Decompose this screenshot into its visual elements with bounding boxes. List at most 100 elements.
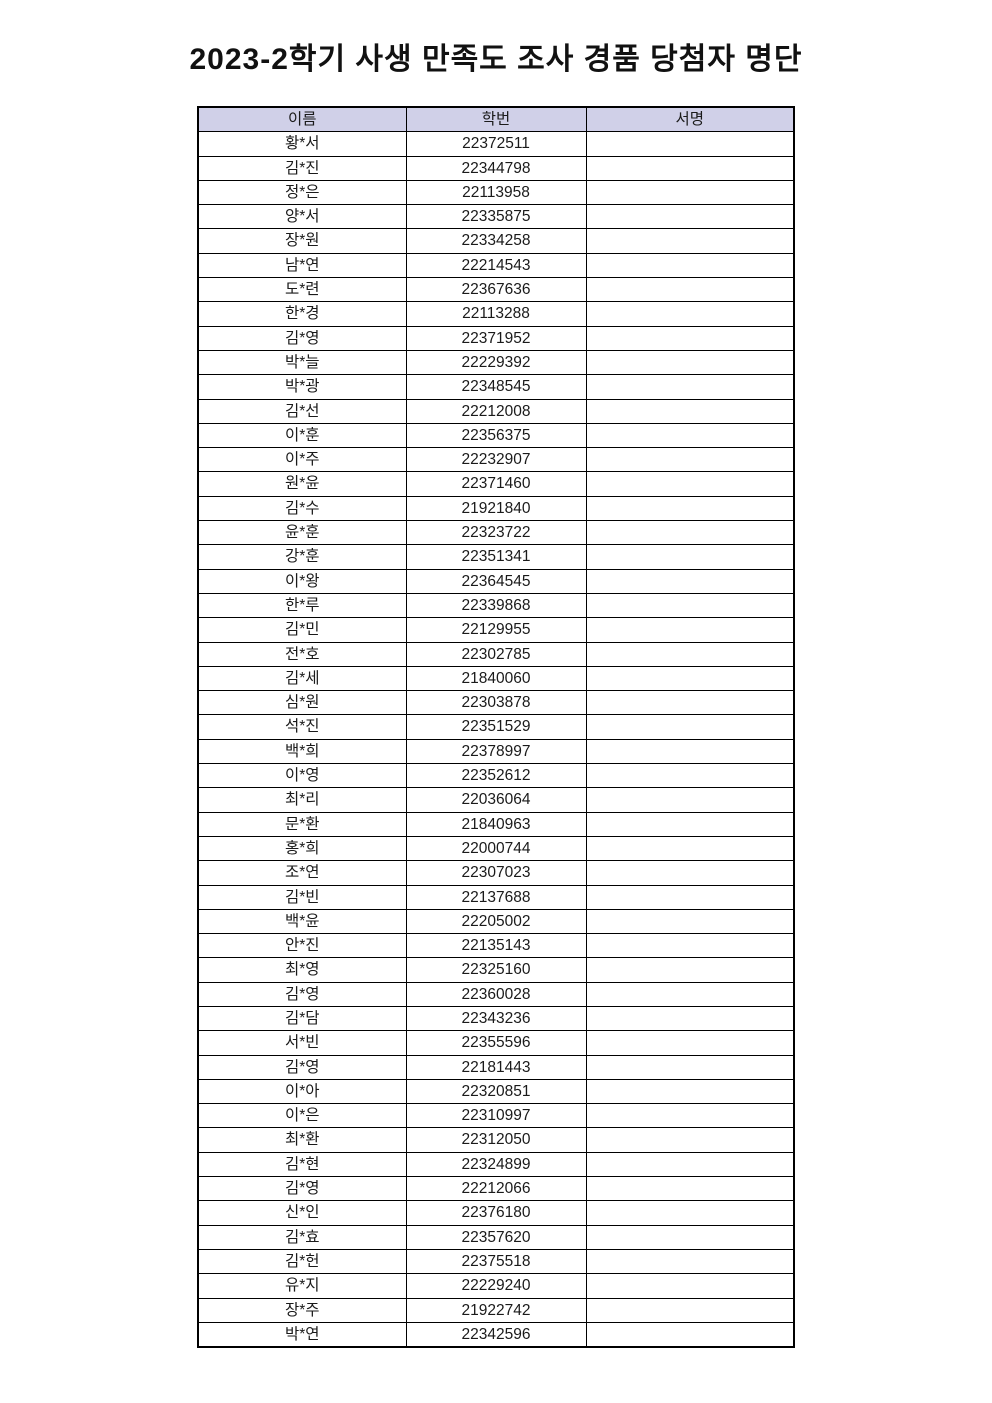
winners-table: 이름 학번 서명 황*서 22372511 김*진 22344798 정*은 221139… xyxy=(197,106,795,1349)
table-row: 김*헌 22375518 xyxy=(197,1248,795,1275)
signature-cell xyxy=(585,933,795,959)
signature-cell xyxy=(585,641,795,667)
table-row: 김*선 22212008 xyxy=(197,398,795,424)
student-id-cell: 22351341 xyxy=(405,544,587,570)
student-id-cell: 22307023 xyxy=(405,860,587,886)
student-id-cell: 22371952 xyxy=(405,325,587,351)
table-row: 조*연 22307023 xyxy=(197,860,795,886)
student-id-cell: 22367636 xyxy=(405,277,587,303)
name-cell: 한*경 xyxy=(197,301,407,327)
table-row: 황*서 22372511 xyxy=(197,131,795,157)
student-id-cell: 22303878 xyxy=(405,690,587,716)
table-row: 윤*훈 22323722 xyxy=(197,520,795,546)
student-id-cell: 22113288 xyxy=(405,301,587,327)
name-cell: 이*아 xyxy=(197,1078,407,1105)
name-cell: 남*연 xyxy=(197,252,407,279)
table-row: 최*리 22036064 xyxy=(197,787,795,813)
student-id-cell: 22310997 xyxy=(405,1103,587,1129)
name-cell: 김*효 xyxy=(197,1224,407,1250)
name-cell: 장*원 xyxy=(197,228,407,254)
student-id-cell: 22339868 xyxy=(405,592,587,619)
signature-cell xyxy=(585,1224,795,1250)
signature-cell xyxy=(585,617,795,643)
signature-cell xyxy=(585,860,795,886)
header-cell-signature: 서명 xyxy=(585,106,795,133)
name-cell: 이*은 xyxy=(197,1103,407,1129)
signature-cell xyxy=(585,884,795,910)
signature-cell xyxy=(585,957,795,983)
student-id-cell: 22302785 xyxy=(405,641,587,667)
signature-cell xyxy=(585,447,795,473)
student-id-cell: 22371460 xyxy=(405,471,587,497)
signature-cell xyxy=(585,738,795,765)
table-row: 김*영 22212066 xyxy=(197,1176,795,1202)
student-id-cell: 22357620 xyxy=(405,1224,587,1250)
name-cell: 정*은 xyxy=(197,179,407,206)
table-row: 김*담 22343236 xyxy=(197,1005,795,1032)
table-row: 문*환 21840963 xyxy=(197,811,795,837)
table-row: 박*늘 22229392 xyxy=(197,349,795,376)
student-id-cell: 22356375 xyxy=(405,422,587,449)
table-row: 석*진 22351529 xyxy=(197,714,795,740)
student-id-cell: 22378997 xyxy=(405,738,587,765)
table-row: 김*영 22371952 xyxy=(197,325,795,351)
table-row: 박*연 22342596 xyxy=(197,1321,795,1348)
name-cell: 이*영 xyxy=(197,763,407,789)
name-cell: 박*광 xyxy=(197,374,407,400)
signature-cell xyxy=(585,544,795,570)
signature-cell xyxy=(585,981,795,1007)
table-row: 이*은 22310997 xyxy=(197,1103,795,1129)
student-id-cell: 22372511 xyxy=(405,131,587,157)
signature-cell xyxy=(585,1200,795,1226)
signature-cell xyxy=(585,1176,795,1202)
signature-cell xyxy=(585,471,795,497)
student-id-cell: 22351529 xyxy=(405,714,587,740)
signature-cell xyxy=(585,204,795,230)
signature-cell xyxy=(585,665,795,692)
table-row: 박*광 22348545 xyxy=(197,374,795,400)
signature-cell xyxy=(585,301,795,327)
name-cell: 석*진 xyxy=(197,714,407,740)
table-row: 한*루 22339868 xyxy=(197,592,795,619)
name-cell: 김*빈 xyxy=(197,884,407,910)
name-cell: 장*주 xyxy=(197,1297,407,1323)
header-cell-name: 이름 xyxy=(197,106,407,133)
name-cell: 김*영 xyxy=(197,1054,407,1080)
name-cell: 김*세 xyxy=(197,665,407,692)
signature-cell xyxy=(585,908,795,935)
signature-cell xyxy=(585,1321,795,1348)
table-row: 백*윤 22205002 xyxy=(197,908,795,935)
signature-cell xyxy=(585,714,795,740)
name-cell: 김*선 xyxy=(197,398,407,424)
table-row: 원*윤 22371460 xyxy=(197,471,795,497)
table-row: 이*아 22320851 xyxy=(197,1078,795,1105)
student-id-cell: 22135143 xyxy=(405,933,587,959)
student-id-cell: 22344798 xyxy=(405,155,587,181)
student-id-cell: 22214543 xyxy=(405,252,587,279)
signature-cell xyxy=(585,131,795,157)
table-row: 정*은 22113958 xyxy=(197,179,795,206)
student-id-cell: 21921840 xyxy=(405,495,587,522)
signature-cell xyxy=(585,1030,795,1056)
student-id-cell: 22360028 xyxy=(405,981,587,1007)
name-cell: 김*영 xyxy=(197,325,407,351)
signature-cell xyxy=(585,277,795,303)
signature-cell xyxy=(585,1103,795,1129)
name-cell: 유*지 xyxy=(197,1273,407,1299)
name-cell: 전*호 xyxy=(197,641,407,667)
name-cell: 김*현 xyxy=(197,1151,407,1178)
name-cell: 조*연 xyxy=(197,860,407,886)
name-cell: 최*환 xyxy=(197,1127,407,1153)
table-row: 도*련 22367636 xyxy=(197,277,795,303)
name-cell: 김*영 xyxy=(197,1176,407,1202)
student-id-cell: 22355596 xyxy=(405,1030,587,1056)
student-id-cell: 21922742 xyxy=(405,1297,587,1323)
name-cell: 도*련 xyxy=(197,277,407,303)
header-cell-student-id: 학번 xyxy=(405,106,587,133)
student-id-cell: 22342596 xyxy=(405,1321,587,1348)
name-cell: 김*담 xyxy=(197,1005,407,1032)
table-row: 김*민 22129955 xyxy=(197,617,795,643)
name-cell: 원*윤 xyxy=(197,471,407,497)
student-id-cell: 22335875 xyxy=(405,204,587,230)
